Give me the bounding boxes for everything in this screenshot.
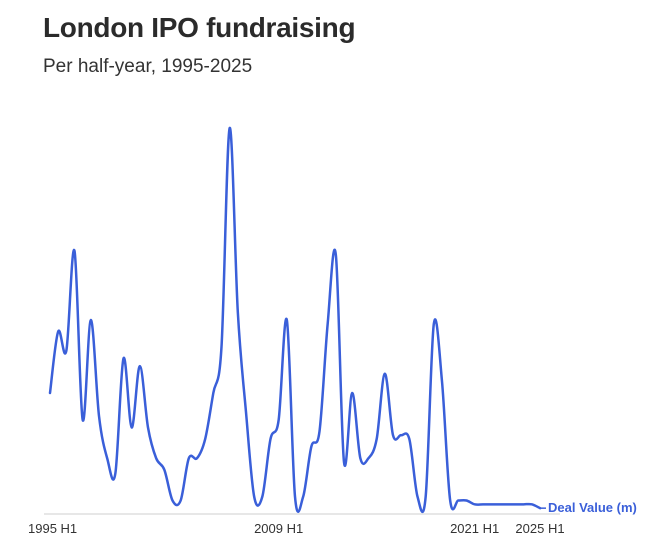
series-line-deal-value [48,126,542,514]
data-point [440,379,444,383]
series-points [48,126,542,510]
data-point [407,437,411,441]
data-point [236,310,240,314]
x-tick-label: 2025 H1 [515,521,564,536]
data-point [228,126,232,130]
data-point [138,364,142,368]
data-point [89,318,93,322]
data-point [465,498,469,502]
x-tick-label: 2021 H1 [450,521,499,536]
x-axis-ticks: 1995 H1 2009 H1 2021 H1 2025 H1 [28,521,565,536]
data-point [522,502,526,506]
data-point [367,456,371,460]
data-point [383,372,387,376]
data-point [81,418,85,422]
data-point [416,495,420,499]
data-point [334,253,338,257]
data-point [326,322,330,326]
data-point [473,502,477,506]
data-point [391,433,395,437]
data-point [252,495,256,499]
data-point [456,498,460,502]
data-point [285,318,289,322]
data-point [130,426,134,430]
data-point [211,391,215,395]
data-point [244,410,248,414]
data-point [146,426,150,430]
data-point [269,437,273,441]
data-point [375,437,379,441]
data-point [342,460,346,464]
data-point [260,495,264,499]
data-point [179,498,183,502]
data-point [113,472,117,476]
x-tick-label: 1995 H1 [28,521,77,536]
data-point [277,418,281,422]
data-point [162,468,166,472]
data-point [48,391,52,395]
chart-title: London IPO fundraising [43,12,356,43]
data-point [220,345,224,349]
data-point [105,456,109,460]
data-point [448,498,452,502]
data-point [187,456,191,460]
data-point [399,433,403,437]
chart-subtitle: Per half-year, 1995-2025 [43,56,253,77]
data-point [358,456,362,460]
data-point [56,330,60,334]
data-point [481,502,485,506]
data-point [309,445,313,449]
data-point [122,356,126,360]
data-point [318,429,322,433]
data-point [497,502,501,506]
data-point [424,495,428,499]
x-tick-label: 2009 H1 [254,521,303,536]
data-point [73,249,77,253]
data-point [514,502,518,506]
data-point [195,456,199,460]
data-point [505,502,509,506]
data-point [530,502,534,506]
data-point [97,414,101,418]
data-point [171,498,175,502]
data-point [64,349,68,353]
data-point [489,502,493,506]
data-point [350,391,354,395]
data-point [301,495,305,499]
data-point [203,437,207,441]
data-point [293,495,297,499]
data-point [432,322,436,326]
data-point [154,456,158,460]
series-label-deal-value: Deal Value (m) [548,500,637,515]
